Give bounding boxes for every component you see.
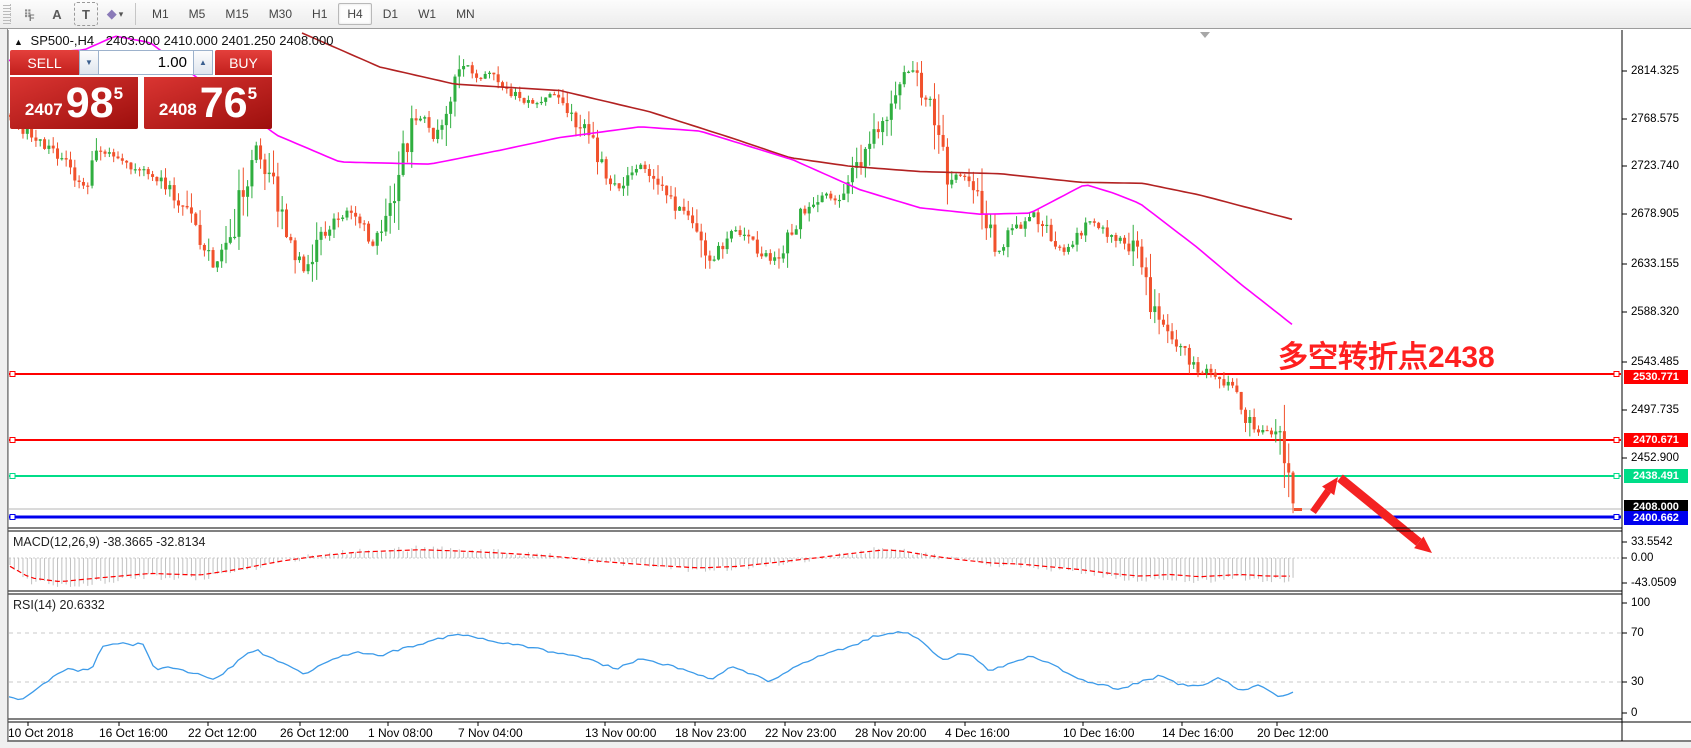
date-axis-label: 22 Nov 23:00 bbox=[765, 726, 837, 740]
timeframe-button-w1[interactable]: W1 bbox=[418, 7, 437, 21]
date-axis-label: 10 Dec 16:00 bbox=[1063, 726, 1135, 740]
chart-shift-marker-icon[interactable] bbox=[1200, 32, 1210, 38]
ma-slow-line bbox=[301, 32, 1293, 221]
indicator-f-icon[interactable]: ⠿ F bbox=[23, 8, 35, 24]
macd-signal-line bbox=[9, 549, 1290, 583]
rsi-axis-tick: 0 bbox=[1631, 707, 1638, 719]
price-axis-tick: 2768.575 bbox=[1631, 113, 1679, 125]
buy-price-main: 76 bbox=[199, 78, 248, 127]
date-axis-label: 18 Nov 23:00 bbox=[675, 726, 747, 740]
timeframe-button-h1[interactable]: H1 bbox=[312, 7, 328, 21]
toolbar: ⠿ F A T ◆ ▾ M1 M5 M15 M30 H1 H4 D1 W1 MN bbox=[0, 0, 1691, 29]
hline-anchor-icon[interactable] bbox=[1613, 371, 1620, 377]
buy-price-prefix: 2408 bbox=[158, 100, 197, 119]
price-axis-tick: 2814.325 bbox=[1631, 65, 1679, 77]
toolbar-separator bbox=[135, 3, 136, 25]
macd-label: MACD(12,26,9) -38.3665 -32.8134 bbox=[13, 535, 206, 549]
buy-price-tile[interactable]: 2408 76 5 bbox=[144, 77, 272, 129]
date-axis-label: 20 Dec 12:00 bbox=[1257, 726, 1329, 740]
timeframe-button-m15[interactable]: M15 bbox=[225, 7, 249, 21]
hline-anchor-icon[interactable] bbox=[9, 371, 16, 377]
rsi-axis-tick: 100 bbox=[1631, 597, 1651, 609]
bottom-window-edge bbox=[0, 742, 1691, 748]
hline-anchor-icon[interactable] bbox=[9, 514, 16, 520]
timeframe-button-m30[interactable]: M30 bbox=[268, 7, 293, 21]
sell-button[interactable]: SELL bbox=[10, 50, 79, 75]
price-badge: 2438.491 bbox=[1624, 469, 1688, 483]
timeframe-button-h4[interactable]: H4 bbox=[338, 3, 372, 25]
symbol-marker-icon: ▲ bbox=[14, 37, 23, 47]
text-label-t-icon[interactable]: T bbox=[74, 2, 98, 26]
date-axis-label: 13 Nov 00:00 bbox=[585, 726, 657, 740]
sell-price-prefix: 2407 bbox=[24, 100, 63, 119]
date-axis-label: 26 Oct 12:00 bbox=[280, 726, 349, 740]
chart-title: ▲ SP500-,H4 2403.000 2410.000 2401.250 2… bbox=[14, 33, 334, 48]
buy-price-sup: 5 bbox=[247, 84, 258, 103]
date-axis-label: 16 Oct 16:00 bbox=[99, 726, 168, 740]
volume-input[interactable] bbox=[99, 50, 193, 75]
price-badge: 2530.771 bbox=[1624, 370, 1688, 384]
price-axis-tick: 2723.740 bbox=[1631, 160, 1679, 172]
sell-price-sup: 5 bbox=[113, 84, 124, 103]
price-axis-tick: 2678.905 bbox=[1631, 208, 1679, 220]
symbol-name: SP500-,H4 bbox=[30, 33, 95, 48]
macd-axis-tick: -43.0509 bbox=[1631, 577, 1677, 589]
ohlc-values: 2403.000 2410.000 2401.250 2408.000 bbox=[105, 33, 334, 48]
toolbar-grip-handle[interactable] bbox=[3, 4, 11, 24]
rsi-axis-tick: 30 bbox=[1631, 676, 1644, 688]
hline-anchor-icon[interactable] bbox=[1613, 473, 1620, 479]
macd-axis-tick: 33.5542 bbox=[1631, 536, 1673, 548]
hline-anchor-icon[interactable] bbox=[9, 473, 16, 479]
date-axis-label: 10 Oct 2018 bbox=[8, 726, 74, 740]
hline-anchor-icon[interactable] bbox=[9, 437, 16, 443]
date-axis-label: 4 Dec 16:00 bbox=[945, 726, 1010, 740]
annotation-arrowhead-icon bbox=[1414, 536, 1432, 553]
date-axis-label: 28 Nov 20:00 bbox=[855, 726, 927, 740]
volume-decrease-button[interactable]: ▼ bbox=[79, 50, 99, 75]
price-badge: 2408.000 bbox=[1624, 500, 1688, 514]
hline-anchor-icon[interactable] bbox=[1613, 437, 1620, 443]
sell-price-main: 98 bbox=[65, 78, 114, 127]
annotation-arrowhead-icon bbox=[1322, 477, 1338, 496]
rsi-axis-tick: 70 bbox=[1631, 627, 1644, 639]
dots-grid-icon: ⠿ bbox=[23, 8, 32, 21]
date-axis-label: 7 Nov 04:00 bbox=[458, 726, 523, 740]
price-axis-tick: 2452.900 bbox=[1631, 452, 1679, 464]
annotation-arrow[interactable] bbox=[1310, 488, 1331, 515]
buy-button[interactable]: BUY bbox=[215, 50, 272, 75]
price-axis-tick: 2633.155 bbox=[1631, 258, 1679, 270]
rsi-line bbox=[9, 631, 1294, 701]
timeframe-button-mn[interactable]: MN bbox=[456, 7, 475, 21]
price-badge: 2470.671 bbox=[1624, 433, 1688, 447]
hline-anchor-icon[interactable] bbox=[1613, 514, 1620, 520]
timeframe-button-d1[interactable]: D1 bbox=[382, 7, 399, 21]
timeframe-button-m5[interactable]: M5 bbox=[188, 7, 206, 21]
dropdown-caret-icon: ▾ bbox=[118, 8, 124, 19]
last-price-tick bbox=[1294, 508, 1302, 511]
price-axis-tick: 2497.735 bbox=[1631, 404, 1679, 416]
font-a-icon[interactable]: A bbox=[52, 6, 62, 22]
date-axis-label: 22 Oct 12:00 bbox=[188, 726, 257, 740]
date-axis-label: 1 Nov 08:00 bbox=[368, 726, 433, 740]
price-badge: 2400.662 bbox=[1624, 511, 1688, 525]
annotation-arrow[interactable] bbox=[1337, 474, 1422, 546]
date-axis-label: 14 Dec 16:00 bbox=[1162, 726, 1234, 740]
volume-increase-button[interactable]: ▲ bbox=[193, 50, 213, 75]
rsi-label: RSI(14) 20.6332 bbox=[13, 598, 105, 612]
timeframe-button-group: M1 M5 M15 M30 H1 H4 D1 W1 MN bbox=[142, 3, 485, 25]
macd-axis-tick: 0.00 bbox=[1631, 552, 1654, 564]
style-diamond-icon[interactable]: ◆ ▾ bbox=[106, 6, 124, 21]
left-window-edge bbox=[0, 29, 8, 742]
one-click-trading-panel: SELL ▼ ▲ BUY 2407 98 5 2408 76 5 bbox=[10, 50, 272, 129]
price-axis-tick: 2588.320 bbox=[1631, 306, 1679, 318]
macd-histogram bbox=[9, 545, 1294, 587]
sell-price-tile[interactable]: 2407 98 5 bbox=[10, 77, 138, 129]
annotation-text[interactable]: 多空转折点2438 bbox=[1278, 341, 1495, 374]
price-axis-tick: 2543.485 bbox=[1631, 356, 1679, 368]
timeframe-button-m1[interactable]: M1 bbox=[152, 7, 169, 21]
